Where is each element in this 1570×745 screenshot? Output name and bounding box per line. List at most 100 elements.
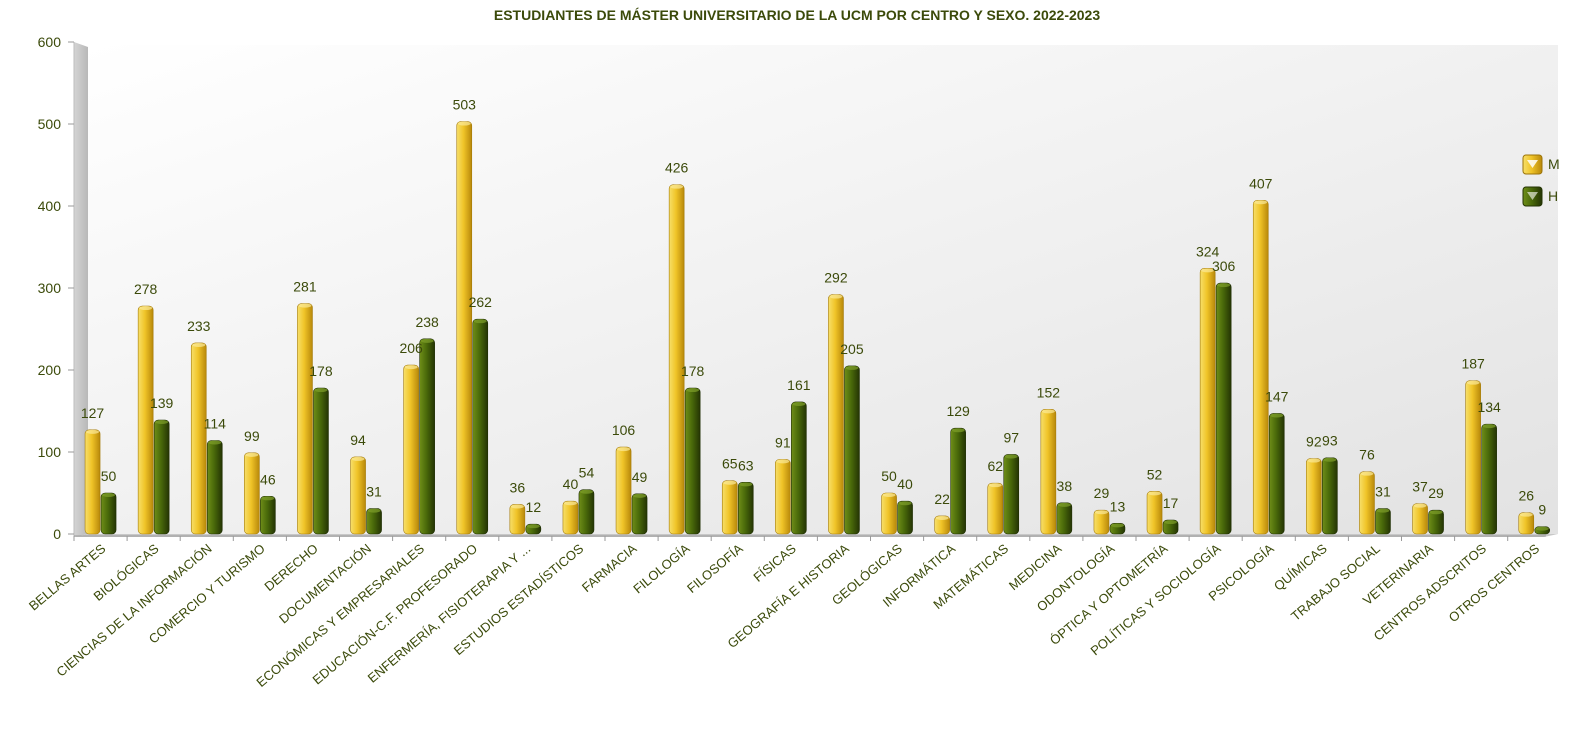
bar-cap-m-27: [1519, 512, 1533, 517]
bar-m-17[interactable]: [987, 482, 1004, 535]
data-label-h-18: 38: [1057, 478, 1073, 494]
bar-m-15[interactable]: [881, 492, 897, 535]
data-label-h-13: 161: [787, 377, 811, 393]
bar-cap-h-5: [367, 508, 381, 513]
data-label-m-2: 233: [187, 318, 211, 334]
bar-cap-h-12: [739, 482, 753, 487]
y-tick-label: 200: [38, 362, 62, 378]
data-label-h-20: 17: [1163, 495, 1179, 511]
bar-cap-h-18: [1057, 502, 1071, 507]
bar-m-12[interactable]: [721, 480, 738, 535]
bar-h-6[interactable]: [419, 338, 435, 535]
x-tick-label: OTROS CENTROS: [1446, 541, 1543, 626]
data-label-h-17: 97: [1003, 429, 1019, 445]
data-label-h-0: 50: [101, 468, 117, 484]
bar-m-23[interactable]: [1306, 458, 1322, 535]
data-label-m-5: 94: [350, 432, 366, 448]
bar-m-3[interactable]: [244, 452, 260, 535]
bar-m-18[interactable]: [1040, 409, 1057, 535]
bar-m-13[interactable]: [775, 459, 791, 535]
bar-h-22[interactable]: [1268, 413, 1285, 535]
data-label-h-7: 262: [469, 294, 493, 310]
bar-m-7[interactable]: [456, 121, 473, 535]
data-label-m-21: 324: [1196, 243, 1220, 259]
bar-m-6[interactable]: [403, 364, 419, 535]
bar-cap-m-5: [351, 456, 365, 461]
bar-m-21[interactable]: [1199, 268, 1216, 535]
bar-m-4[interactable]: [297, 303, 313, 535]
legend-item-h[interactable]: H: [1522, 186, 1558, 207]
data-label-m-25: 37: [1412, 479, 1428, 495]
bar-cap-h-7: [473, 319, 487, 324]
data-label-h-1: 139: [150, 395, 174, 411]
bar-h-26[interactable]: [1481, 423, 1497, 535]
bar-m-24[interactable]: [1359, 471, 1375, 535]
bar-m-2[interactable]: [190, 342, 207, 535]
bar-cap-m-12: [723, 480, 737, 485]
data-label-m-3: 99: [244, 428, 260, 444]
data-label-m-11: 426: [665, 160, 689, 176]
y-tick-label: 100: [38, 444, 62, 460]
bar-h-12[interactable]: [737, 482, 754, 535]
bar-h-0[interactable]: [100, 492, 117, 535]
bar-m-25[interactable]: [1412, 503, 1428, 535]
bar-h-1[interactable]: [153, 419, 170, 535]
data-label-h-15: 40: [897, 476, 913, 492]
data-label-h-23: 93: [1322, 433, 1338, 449]
data-label-m-19: 29: [1094, 485, 1110, 501]
legend-label-m: M: [1548, 156, 1560, 172]
bar-m-14[interactable]: [828, 294, 844, 535]
bar-cap-h-1: [155, 420, 169, 425]
bar-cap-m-9: [563, 501, 577, 506]
bar-cap-m-1: [139, 306, 153, 311]
bar-h-17[interactable]: [1003, 454, 1020, 535]
bar-h-11[interactable]: [684, 387, 701, 535]
data-label-m-26: 187: [1461, 356, 1485, 372]
bar-h-13[interactable]: [791, 401, 807, 535]
data-label-m-12: 65: [722, 456, 738, 472]
bar-cap-m-0: [86, 429, 100, 434]
data-label-m-6: 206: [399, 340, 423, 356]
bar-h-14[interactable]: [844, 365, 860, 535]
data-label-m-15: 50: [881, 468, 897, 484]
bar-cap-h-27: [1535, 526, 1549, 531]
legend: M H: [1522, 154, 1560, 207]
data-label-h-9: 54: [579, 465, 595, 481]
bar-m-5[interactable]: [350, 456, 366, 535]
data-label-m-23: 92: [1306, 434, 1322, 450]
bar-m-8[interactable]: [509, 504, 526, 535]
data-label-h-2: 114: [204, 416, 227, 432]
legend-item-m[interactable]: M: [1522, 154, 1560, 175]
bar-cap-h-2: [208, 440, 222, 445]
bar-h-4[interactable]: [313, 387, 329, 535]
bar-m-1[interactable]: [137, 305, 154, 535]
bar-h-15[interactable]: [897, 500, 913, 535]
data-label-h-21: 306: [1212, 258, 1236, 274]
bars-layer: [84, 121, 1551, 535]
bar-m-10[interactable]: [615, 446, 632, 535]
bar-h-21[interactable]: [1215, 282, 1232, 535]
data-label-h-16: 129: [946, 403, 970, 419]
bar-h-23[interactable]: [1322, 457, 1338, 535]
bar-h-9[interactable]: [578, 489, 595, 535]
bar-h-7[interactable]: [472, 318, 489, 535]
bar-h-18[interactable]: [1056, 502, 1073, 535]
x-tick-label: FILOSOFÍA: [684, 541, 746, 596]
bar-m-22[interactable]: [1252, 199, 1269, 535]
data-label-m-20: 52: [1147, 466, 1163, 482]
bar-cap-m-21: [1201, 268, 1215, 273]
data-label-h-26: 134: [1477, 399, 1501, 415]
bar-m-20[interactable]: [1146, 491, 1163, 535]
bar-m-11[interactable]: [668, 184, 685, 535]
bar-cap-h-11: [686, 388, 700, 393]
y-tick-label: 300: [38, 280, 62, 296]
bar-cap-m-3: [245, 452, 259, 457]
bar-cap-m-4: [298, 303, 312, 308]
bar-h-10[interactable]: [631, 493, 648, 535]
bar-m-0[interactable]: [84, 429, 101, 535]
bar-h-16[interactable]: [950, 427, 966, 535]
data-label-h-4: 178: [309, 363, 333, 379]
bar-m-9[interactable]: [562, 500, 579, 535]
bar-h-2[interactable]: [206, 440, 223, 535]
bar-h-3[interactable]: [260, 495, 276, 535]
